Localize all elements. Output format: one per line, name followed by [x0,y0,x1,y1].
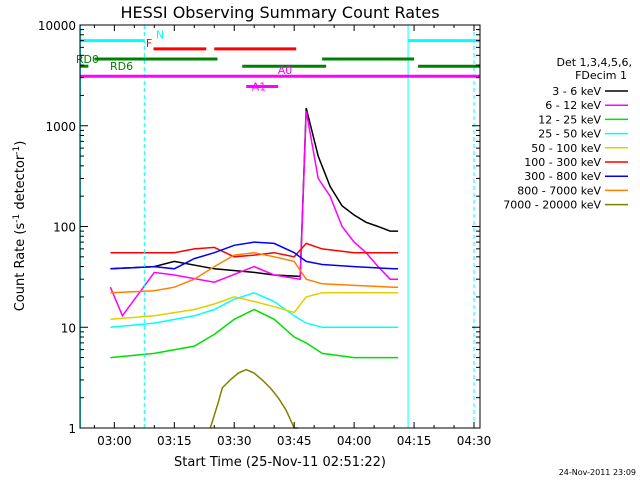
x-tick-label-0: 03:00 [97,434,132,448]
state-bar-label-2: RD0 [76,53,99,66]
series-line-5 [110,242,399,258]
x-tick-label-4: 04:00 [337,434,372,448]
chart-title: HESSI Observing Summary Count Rates [120,3,439,22]
y-tick-label-4: 10000 [38,19,76,33]
legend-header-1: Det 1,3,4,5,6, [556,56,632,69]
x-tick-label-6: 04:30 [457,434,492,448]
x-axis: 03:00 03:15 03:30 03:45 04:00 04:15 04:30 [93,25,492,448]
x-axis-label: Start Time (25-Nov-11 02:51:22) [174,455,386,470]
state-bar-label-4: A0 [278,64,293,77]
plot-frame [79,24,481,429]
y-tick-label-3: 1000 [45,120,76,134]
state-bar-label-0: N [156,29,164,42]
x-tick-label-5: 04:15 [397,434,432,448]
legend-label-3: 25 - 50 keV [538,128,601,141]
y-tick-label-0: 1 [68,422,76,436]
series-layer [109,107,399,429]
state-bars-layer: NF RD0 RD6 A0 A1 [76,29,480,94]
series-line-0 [110,107,399,278]
y-axis-label-mid: detector [13,154,28,214]
y-tick-label-2: 100 [53,221,76,235]
y-axis-label-sup1: -1 [12,214,22,223]
legend-label-0: 3 - 6 keV [552,85,601,98]
series-line-7 [110,251,399,294]
series-line-6 [110,241,399,270]
series-line-8 [209,368,299,429]
y-axis-label: Count Rate (s-1 detector-1) [12,141,28,312]
y-axis-label-main: Count Rate (s [13,223,28,312]
legend-label-5: 100 - 300 keV [524,156,601,169]
legend-header-2: FDecim 1 [575,69,627,82]
series-line-4 [110,292,399,321]
generation-timestamp: 24-Nov-2011 23:09 [559,468,636,477]
state-bar-label-3: RD6 [110,60,133,73]
x-tick-label-1: 03:15 [157,434,192,448]
legend-label-7: 800 - 7000 keV [517,184,601,197]
series-line-2 [110,308,399,359]
legend-label-1: 6 - 12 keV [545,99,601,112]
y-axis-label-sup2: -1 [12,146,22,155]
x-tick-label-3: 03:45 [277,434,312,448]
y-axis-label-end: ) [13,141,28,146]
y-axis: 1 10 100 1000 10000 [38,19,480,436]
legend-label-8: 7000 - 20000 keV [503,199,601,212]
legend-label-4: 50 - 100 keV [531,142,601,155]
y-tick-label-1: 10 [61,321,76,335]
x-tick-label-2: 03:30 [217,434,252,448]
state-bar-label-5: A1 [252,81,267,94]
state-bar-label-1: F [146,37,152,50]
series-line-1 [109,110,399,318]
legend-label-6: 300 - 800 keV [524,170,601,183]
legend-label-2: 12 - 25 keV [538,113,601,126]
series-line-3 [110,291,399,329]
